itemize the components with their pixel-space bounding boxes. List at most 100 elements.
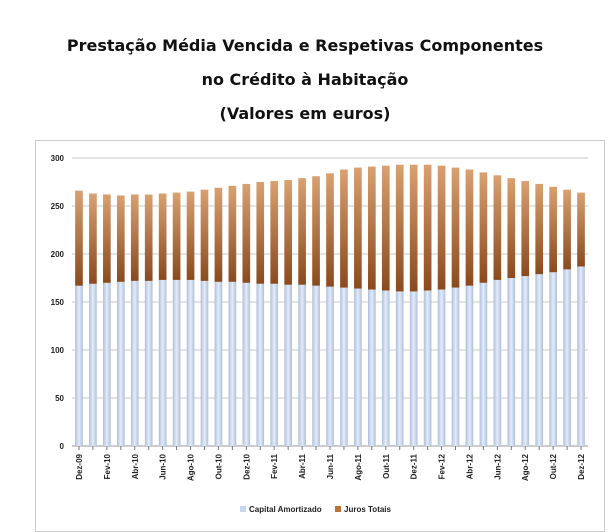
x-tick-label: Fev-11 — [270, 453, 279, 478]
bar-juros-totais — [521, 181, 530, 277]
bar-capital-amortizado — [354, 288, 362, 446]
x-tick-label: Ago-10 — [187, 453, 196, 481]
bar-juros-totais — [284, 180, 292, 285]
bar-capital-amortizado — [395, 291, 404, 446]
bar-capital-amortizado — [465, 285, 474, 446]
bar-capital-amortizado — [200, 280, 209, 446]
bar-juros-totais — [535, 183, 544, 275]
bar-capital-amortizado — [368, 289, 376, 446]
bar-juros-totais — [103, 194, 111, 283]
legend-swatch — [240, 506, 246, 512]
bar-capital-amortizado — [144, 280, 153, 446]
legend-swatch — [335, 506, 341, 512]
bar-capital-amortizado — [158, 279, 167, 446]
bar-juros-totais — [312, 176, 320, 286]
y-tick-label: 300 — [51, 154, 65, 163]
bar-capital-amortizado — [340, 287, 348, 446]
x-tick-label: Ago-12 — [521, 453, 530, 481]
bar-capital-amortizado — [326, 286, 334, 446]
bar-capital-amortizado — [130, 280, 139, 446]
x-tick-label: Out-11 — [382, 453, 391, 478]
bar-juros-totais — [354, 167, 362, 289]
bar-juros-totais — [549, 186, 557, 273]
bar-capital-amortizado — [563, 269, 571, 446]
bar-capital-amortizado — [312, 285, 320, 446]
bar-juros-totais — [479, 172, 488, 283]
legend-label: Capital Amortizado — [249, 505, 322, 514]
bar-juros-totais — [75, 190, 83, 286]
x-tick-label: Fev-10 — [103, 453, 112, 479]
bar-capital-amortizado — [381, 290, 390, 446]
x-tick-label: Dez-12 — [577, 453, 586, 479]
bar-juros-totais — [340, 169, 348, 288]
bar-capital-amortizado — [507, 278, 516, 446]
x-tick-label: Fev-12 — [438, 453, 447, 479]
bar-capital-amortizado — [284, 284, 292, 446]
bar-capital-amortizado — [437, 289, 446, 446]
bar-capital-amortizado — [228, 281, 237, 446]
bar-juros-totais — [130, 194, 139, 281]
bar-juros-totais — [563, 189, 571, 270]
bar-juros-totais — [493, 175, 502, 280]
x-tick-label: Dez-11 — [410, 453, 419, 479]
chart-title-line-2: no Crédito à Habitação — [201, 70, 409, 89]
bar-juros-totais — [409, 164, 418, 292]
bar-capital-amortizado — [549, 272, 557, 446]
x-tick-label: Out-10 — [214, 453, 223, 479]
bar-capital-amortizado — [270, 283, 279, 446]
bar-juros-totais — [298, 178, 306, 285]
y-tick-label: 100 — [51, 346, 65, 355]
bar-capital-amortizado — [577, 266, 585, 446]
chart-title-line-3: (Valores em euros) — [219, 104, 391, 123]
bar-juros-totais — [270, 181, 279, 284]
x-tick-label: Ago-11 — [354, 453, 363, 480]
bar-juros-totais — [242, 183, 251, 283]
bar-juros-totais — [228, 185, 237, 282]
bar-juros-totais — [158, 193, 167, 280]
bar-juros-totais — [214, 187, 223, 282]
bar-juros-totais — [381, 165, 390, 291]
bar-capital-amortizado — [479, 282, 488, 446]
bar-capital-amortizado — [75, 285, 83, 446]
bar-capital-amortizado — [172, 279, 181, 446]
bar-capital-amortizado — [214, 281, 223, 446]
bar-juros-totais — [172, 192, 181, 280]
bar-capital-amortizado — [242, 282, 251, 446]
bar-juros-totais — [577, 192, 585, 267]
bar-juros-totais — [256, 182, 265, 284]
x-tick-label: Jun-11 — [326, 453, 335, 479]
x-tick-label: Abr-11 — [298, 453, 307, 478]
bar-capital-amortizado — [521, 276, 530, 446]
bar-juros-totais — [200, 189, 209, 281]
bar-juros-totais — [144, 194, 153, 281]
x-tick-label: Dez-09 — [75, 453, 84, 479]
bar-capital-amortizado — [493, 279, 502, 446]
bar-capital-amortizado — [298, 284, 306, 446]
bar-juros-totais — [507, 178, 516, 278]
y-tick-label: 200 — [51, 250, 65, 259]
bar-juros-totais — [368, 166, 376, 290]
x-tick-label: Dez-10 — [242, 453, 251, 479]
x-tick-label: Abr-12 — [465, 453, 474, 479]
legend-label: Juros Totais — [344, 505, 392, 514]
bar-capital-amortizado — [116, 281, 125, 446]
x-tick-label: Jun-12 — [493, 453, 502, 479]
chart-title-line-1: Prestação Média Vencida e Respetivas Com… — [66, 36, 544, 55]
bar-capital-amortizado — [423, 290, 432, 446]
bar-juros-totais — [326, 173, 334, 287]
bar-capital-amortizado — [256, 283, 265, 446]
bar-capital-amortizado — [409, 291, 418, 446]
bar-juros-totais — [423, 164, 432, 291]
y-tick-label: 50 — [55, 394, 64, 403]
bar-capital-amortizado — [535, 274, 544, 446]
bar-juros-totais — [437, 165, 446, 290]
x-tick-label: Jun-10 — [159, 453, 168, 479]
bar-juros-totais — [116, 195, 125, 282]
bar-juros-totais — [451, 167, 460, 288]
y-tick-label: 0 — [60, 442, 65, 451]
y-tick-label: 150 — [51, 298, 65, 307]
bar-capital-amortizado — [451, 287, 460, 446]
bar-capital-amortizado — [89, 283, 97, 446]
bar-capital-amortizado — [186, 279, 195, 446]
